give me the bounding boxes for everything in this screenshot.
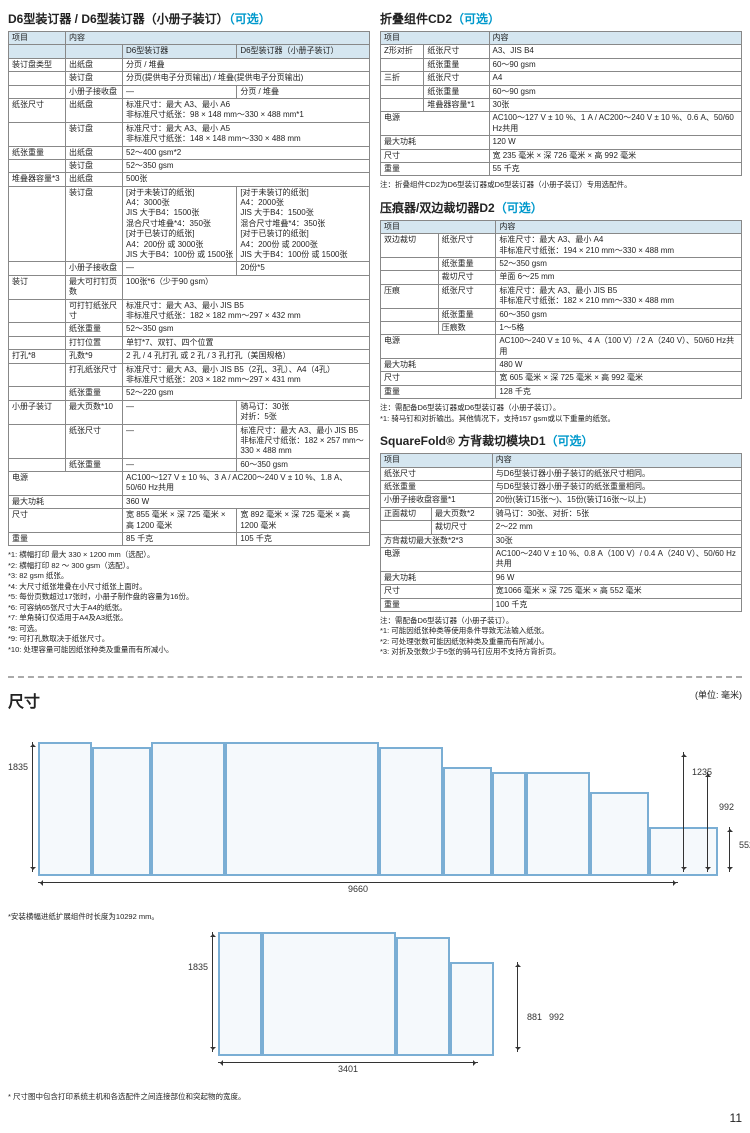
rightC-notes: 注：需配备D6型装订器（小册子装订）。*1: 可能因纸张种类等使用条件导致无法输… [380,616,742,658]
dimensions-section: 尺寸(单位: 毫米) 1835 1235 992 552 9660 *安装横幅进… [8,676,742,1103]
rightB-title: 压痕器/双边裁切器D2（可选） [380,199,742,216]
rightC-table: 项目内容 纸张尺寸与D6型装订器小册子装订的纸张尺寸相同。纸张重量与D6型装订器… [380,453,742,612]
rightB-notes: 注：需配备D6型装订器或D6型装订器（小册子装订）。*1: 骑马钉和对折输出。其… [380,403,742,424]
rightB-table: 项目内容 双边裁切纸张尺寸标准尺寸：最大 A3、最小 A4 非标准尺寸纸张：19… [380,220,742,399]
rightA-notes: 注：折叠组件CD2为D6型装订器或D6型装订器（小册子装订）专用选配件。 [380,180,742,191]
rightA-table: 项目内容 Z形对折纸张尺寸A3、JIS B4纸张重量60～90 gsm三折纸张尺… [380,31,742,176]
left-notes: *1: 横幅打印 最大 330 × 1200 mm（选配）。*2: 横幅打印 8… [8,550,370,655]
rightA-title: 折叠组件CD2（可选） [380,10,742,27]
left-table: 项目内容 D6型装订器D6型装订器（小册子装订） 装订盘类型出纸盘分页 / 堆叠… [8,31,370,546]
left-title: D6型装订器 / D6型装订器（小册子装订）（可选） [8,10,370,27]
page-number: 11 [8,1111,742,1125]
rightC-title: SquareFold® 方背裁切模块D1（可选） [380,432,742,449]
